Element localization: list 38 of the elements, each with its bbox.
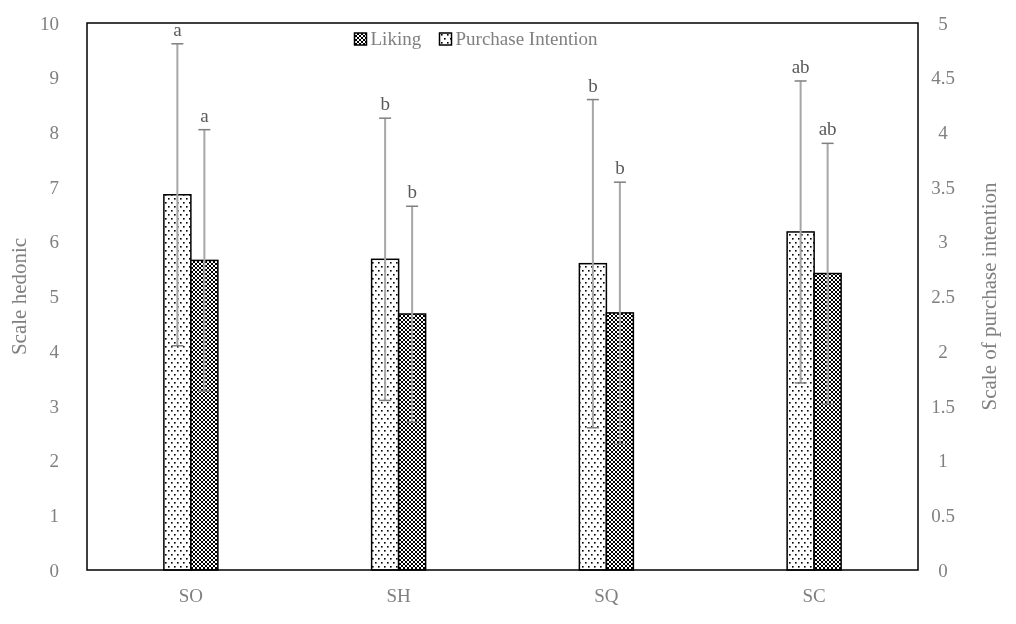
y2-tick-label: 4.5: [931, 67, 955, 89]
annotation: b: [407, 181, 417, 203]
x-tick-label: SQ: [594, 585, 619, 606]
x-tick-label: SH: [386, 585, 412, 606]
y2-tick-label: 3.5: [931, 176, 955, 198]
y2-axis-title: Scale of purchase intention: [977, 182, 1001, 411]
annotation: a: [200, 104, 210, 126]
y2-tick-label: 0: [938, 559, 948, 581]
y2-tick-label: 1.5: [931, 395, 955, 417]
annotation: b: [588, 74, 598, 96]
y2-tick-label: 2: [938, 340, 948, 362]
annotation: ab: [791, 55, 810, 77]
y-tick-label: 2: [49, 450, 59, 472]
y2-tick-label: 1: [938, 450, 948, 472]
y-tick-label: 1: [49, 504, 59, 526]
y-tick-label: 8: [49, 122, 59, 144]
annotation: a: [173, 18, 183, 40]
x-tick-label: SO: [178, 585, 204, 606]
y-tick-label: 0: [49, 559, 59, 581]
y-tick-label: 3: [49, 395, 59, 417]
y2-tick-label: 4: [938, 122, 949, 144]
y-tick-label: 9: [49, 67, 59, 89]
legend-label: Purchase Intention: [455, 28, 598, 49]
y-tick-label: 6: [49, 231, 59, 253]
y2-tick-label: 0.5: [931, 504, 955, 526]
annotation: b: [380, 93, 390, 115]
annotation: ab: [818, 118, 837, 140]
y-tick-label: 5: [49, 286, 59, 308]
legend-label: Liking: [370, 28, 422, 49]
y-tick-label: 4: [49, 340, 60, 362]
y2-tick-label: 2.5: [931, 286, 955, 308]
y2-tick-label: 5: [938, 12, 948, 34]
y-tick-label: 7: [49, 176, 59, 198]
y-tick-label: 10: [40, 12, 59, 34]
x-tick-label: SC: [802, 585, 826, 606]
y-axis-title: Scale hedonic: [7, 237, 31, 356]
annotation: b: [615, 157, 625, 179]
y2-tick-label: 3: [938, 231, 948, 253]
